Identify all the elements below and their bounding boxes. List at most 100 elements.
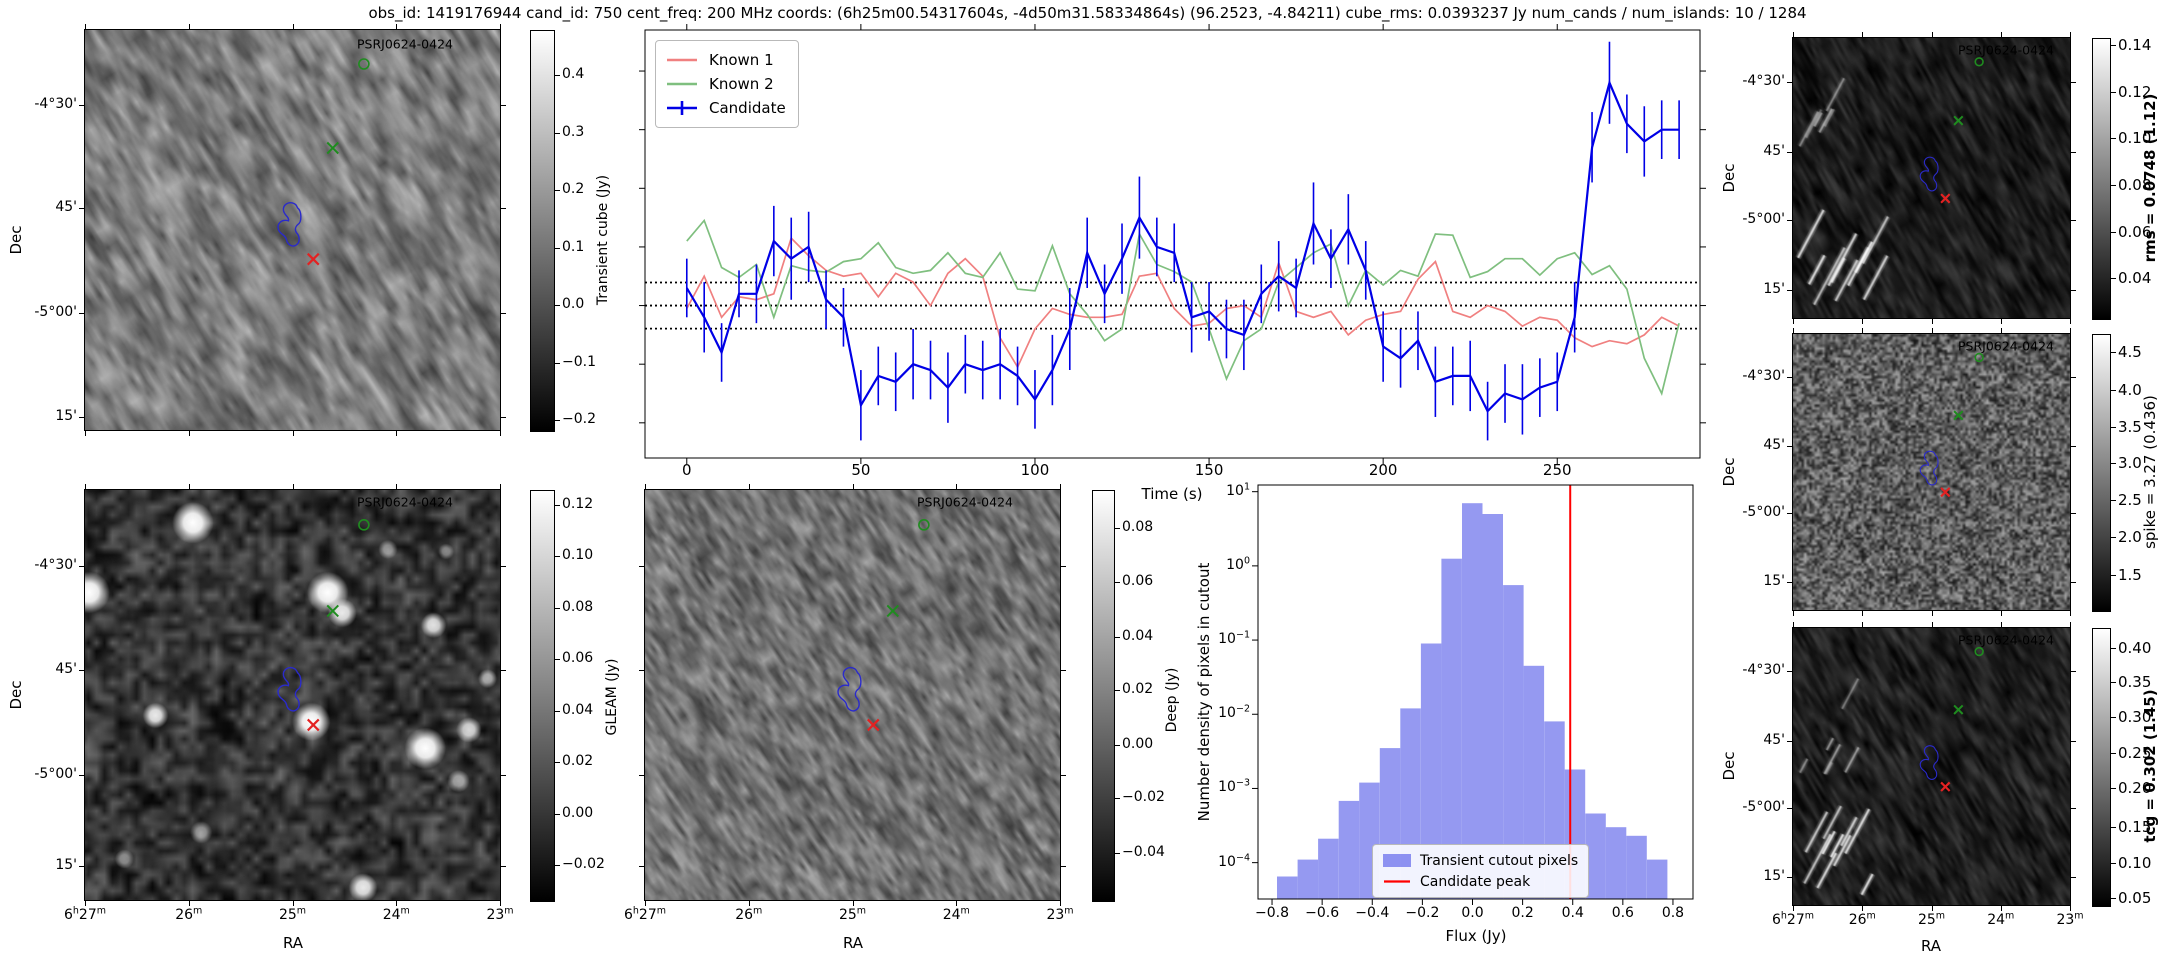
tick-mark bbox=[1787, 808, 1792, 809]
tick-mark bbox=[2111, 717, 2116, 718]
tick-mark bbox=[2111, 682, 2116, 683]
ra-tick-label: 6h27m bbox=[623, 905, 667, 923]
tick-mark bbox=[555, 762, 560, 763]
tick-mark bbox=[396, 24, 397, 29]
dec-axis-label-rms: Dec bbox=[1720, 163, 1738, 193]
tick-mark bbox=[1115, 798, 1120, 799]
tick-mark bbox=[2111, 390, 2116, 391]
colorbar-tick-label: 0.25 bbox=[2118, 744, 2152, 762]
candidate-contour bbox=[837, 666, 862, 712]
colorbar-label-transient-cube: Transient cube (Jy) bbox=[595, 174, 611, 306]
colorbar-tick-label: 0.14 bbox=[2118, 36, 2152, 54]
colorbar-tick-label: 3.0 bbox=[2118, 454, 2142, 472]
tick-mark bbox=[749, 901, 750, 906]
candidate-contour bbox=[1919, 156, 1939, 192]
colorbar-tick-label: 0.10 bbox=[2118, 854, 2152, 872]
psr-label-transient-cube: PSRJ0624-0424 bbox=[357, 36, 453, 52]
tick-mark bbox=[1115, 853, 1120, 854]
known-source-x-marker bbox=[326, 141, 339, 155]
tick-mark bbox=[2111, 45, 2116, 46]
colorbar-tick-label: 0.04 bbox=[1122, 628, 1154, 644]
colorbar-tick-label: 0.02 bbox=[562, 753, 594, 769]
tick-mark bbox=[2070, 622, 2071, 627]
legend-row-known1: Known 1 bbox=[665, 48, 786, 72]
colorbar-tick-label: 4.0 bbox=[2118, 381, 2142, 399]
histogram-x-tick-label: −0.6 bbox=[1305, 905, 1340, 921]
ra-tick-label: 24m bbox=[382, 905, 410, 923]
tick-mark bbox=[1787, 220, 1792, 221]
colorbar-tick-label: 0.04 bbox=[2118, 269, 2152, 287]
candidate-errorbars bbox=[685, 41, 1680, 441]
colorbar-tick-label: −0.1 bbox=[562, 354, 596, 370]
tick-mark bbox=[956, 484, 957, 489]
colorbar-tcg bbox=[2092, 628, 2111, 907]
colorbar-tick-label: 2.0 bbox=[2118, 528, 2142, 546]
tcg-overlay bbox=[1919, 646, 1984, 792]
tick-mark bbox=[79, 775, 84, 776]
dec-axis-label-tcg: Dec bbox=[1720, 751, 1738, 781]
psr-label-deep: PSRJ0624-0424 bbox=[917, 494, 1013, 510]
psr-label-spike: PSRJ0624-0424 bbox=[1958, 338, 2054, 354]
gleam-image bbox=[85, 490, 500, 900]
tick-mark bbox=[639, 566, 644, 567]
lightcurve-x-tick-label: 0 bbox=[682, 461, 692, 479]
tick-mark bbox=[2071, 808, 2076, 809]
tick-mark bbox=[2111, 427, 2116, 428]
histogram-y-tick-label: 10−3 bbox=[1218, 777, 1250, 796]
dec-tick-label: 45' bbox=[55, 661, 77, 678]
dec-tick-label: 45' bbox=[55, 199, 77, 215]
tick-mark bbox=[2111, 232, 2116, 233]
tick-mark bbox=[2071, 671, 2076, 672]
tick-mark bbox=[500, 431, 501, 436]
histogram-xlabel: Flux (Jy) bbox=[1445, 927, 1507, 945]
dec-tick-label: -5°00' bbox=[34, 765, 77, 782]
psr-circle-marker bbox=[358, 519, 370, 531]
tick-mark bbox=[2071, 82, 2076, 83]
psr-label-tcg: PSRJ0624-0424 bbox=[1958, 632, 2054, 648]
colorbar-tick-label: 0.06 bbox=[1122, 573, 1154, 589]
tick-mark bbox=[555, 659, 560, 660]
colorbar-tick-label: 0.06 bbox=[562, 650, 594, 666]
histogram-x-tick-label: 0.2 bbox=[1511, 905, 1534, 921]
candidate-contour bbox=[277, 666, 302, 712]
tick-mark bbox=[2111, 863, 2116, 864]
transient-cube-image bbox=[85, 30, 500, 430]
tick-mark bbox=[189, 484, 190, 489]
known-source-x-marker bbox=[1953, 115, 1964, 126]
lightcurve-xlabel: Time (s) bbox=[1141, 485, 1203, 503]
tick-mark bbox=[2111, 463, 2116, 464]
psr-circle-marker bbox=[1974, 352, 1984, 363]
colorbar-tick-label: 0.05 bbox=[2118, 889, 2152, 907]
transient-cube-overlay bbox=[277, 58, 370, 266]
candidate-series bbox=[685, 79, 1680, 413]
colorbar-tick-label: 0.40 bbox=[2118, 639, 2152, 657]
colorbar-tick-label: 0.35 bbox=[2118, 673, 2152, 691]
tick-mark bbox=[1115, 690, 1120, 691]
tick-mark bbox=[2001, 319, 2002, 324]
colorbar-label-spike: spike = 3.27 (0.436) bbox=[2141, 395, 2159, 549]
gleam-frame bbox=[84, 489, 501, 901]
tick-mark bbox=[1793, 319, 1794, 324]
tick-mark bbox=[396, 431, 397, 436]
known-source-x-marker bbox=[326, 604, 339, 618]
dec-tick-label: -5°00' bbox=[1742, 211, 1785, 227]
dec-tick-label: -4°30' bbox=[1742, 72, 1785, 89]
colorbar-tick-label: 0.12 bbox=[562, 496, 594, 512]
candidate-errorbar-sample bbox=[667, 101, 697, 115]
tick-mark bbox=[1862, 622, 1863, 627]
page-title: obs_id: 1419176944 cand_id: 750 cent_fre… bbox=[368, 4, 1807, 22]
deep-frame bbox=[644, 489, 1061, 901]
tick-mark bbox=[555, 420, 560, 421]
lightcurve-x-tick-label: 50 bbox=[851, 461, 871, 479]
tick-mark bbox=[2070, 328, 2071, 333]
ra-tick-label: 26m bbox=[1848, 910, 1876, 928]
ra-tick-label: 25m bbox=[1917, 910, 1946, 928]
tick-mark bbox=[2071, 152, 2076, 153]
candidate-contour bbox=[1919, 745, 1939, 780]
tick-mark bbox=[555, 608, 560, 609]
tick-mark bbox=[293, 431, 294, 436]
dec-tick-label: 45' bbox=[1763, 437, 1785, 454]
tick-mark bbox=[2111, 575, 2116, 576]
candidate-position-x-marker bbox=[306, 718, 320, 732]
tick-mark bbox=[1787, 152, 1792, 153]
